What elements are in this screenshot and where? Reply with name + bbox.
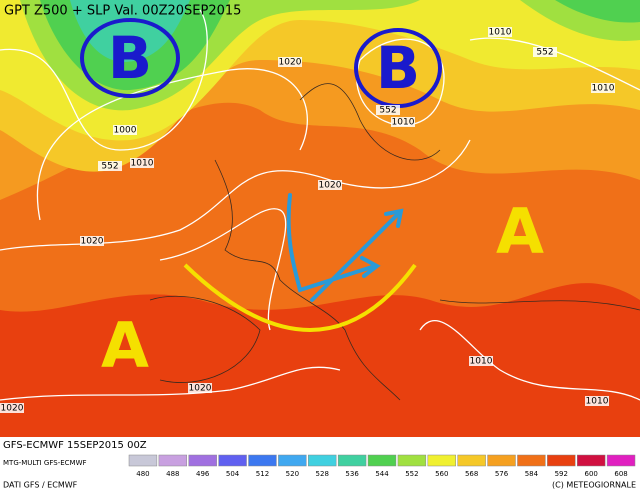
- coastlines: [149, 83, 640, 401]
- color-swatch: [128, 454, 158, 467]
- contour-label: 1010: [131, 159, 154, 169]
- contour-label: 1010: [470, 357, 493, 367]
- contour-label-box: [80, 236, 104, 246]
- color-swatch: [248, 454, 277, 467]
- color-swatch: [606, 454, 636, 467]
- flow-arrows: [286, 193, 404, 302]
- color-swatch: [337, 454, 367, 467]
- color-swatch: [397, 454, 427, 467]
- color-swatch: [188, 454, 217, 467]
- color-scale-label: 592: [555, 470, 568, 478]
- isobar: [419, 320, 640, 401]
- contour-label: 552: [101, 162, 118, 172]
- high-label: A: [101, 309, 149, 382]
- contour-label: 1020: [1, 404, 24, 414]
- coastline: [439, 299, 640, 311]
- color-swatch: [576, 454, 606, 467]
- color-scale-label: 504: [226, 470, 240, 478]
- contour-label: 1020: [319, 181, 342, 191]
- model-info: MTG-MULTI GFS-ECMWF: [3, 459, 87, 467]
- color-scale-label: 480: [136, 470, 149, 478]
- color-scale-label: 512: [256, 470, 269, 478]
- contour-label: 552: [536, 48, 553, 58]
- contour-label-box: [533, 47, 557, 57]
- isobar: [159, 208, 287, 331]
- contour-label-box: [98, 161, 122, 171]
- color-swatch: [308, 454, 337, 467]
- contour-label-box: [130, 158, 154, 168]
- color-scale-label: 544: [375, 470, 389, 478]
- contour-label: 1020: [189, 384, 212, 394]
- contour-label-box: [376, 105, 400, 115]
- map-title: GPT Z500 + SLP Val. 00Z20SEP2015: [4, 4, 241, 19]
- isobar: [356, 38, 445, 126]
- copyright: (C) METEOGIORNALE: [552, 481, 636, 490]
- color-scale-label: 600: [584, 470, 597, 478]
- color-swatch: [517, 454, 546, 467]
- run-info: GFS-ECMWF 15SEP2015 00Z: [3, 440, 147, 451]
- ridge-axis: [183, 263, 417, 332]
- coastline: [299, 83, 441, 161]
- isobars: [0, 9, 640, 401]
- color-swatch: [457, 454, 486, 467]
- color-swatch: [547, 454, 576, 467]
- contour-label: 1020: [81, 237, 104, 247]
- contour-label-box: [318, 180, 342, 190]
- contour-label-box: [188, 383, 212, 393]
- data-source: DATI GFS / ECMWF: [3, 481, 78, 490]
- color-scale-label: 520: [286, 470, 299, 478]
- contour-label: 1020: [279, 58, 302, 68]
- flow-arrow: [310, 208, 404, 302]
- color-swatch: [158, 454, 188, 467]
- low-ring: [80, 18, 180, 98]
- contour-label: 1010: [392, 118, 415, 128]
- contour-labels: 1010 552 1010 1020 1000 552 1010 552 1010 1020 102…: [0, 27, 615, 414]
- color-swatch: [367, 454, 397, 467]
- flow-arrow: [286, 193, 381, 293]
- color-scale-label: 488: [166, 470, 179, 478]
- contour-label-box: [585, 396, 609, 406]
- color-swatch: [487, 454, 516, 467]
- high-label: A: [496, 195, 544, 268]
- color-scale: 480 488 496 504 512 520 528 536 544 552 560 568 576 5…: [128, 454, 636, 478]
- isobar: [36, 68, 308, 221]
- field-teal: [70, 0, 190, 62]
- contour-label-box: [0, 403, 24, 413]
- color-scale-label: 584: [525, 470, 539, 478]
- field-green-ne: [555, 0, 640, 23]
- color-scale-label: 552: [405, 470, 418, 478]
- contour-label: 1010: [586, 397, 609, 407]
- color-scale-label: 608: [614, 470, 627, 478]
- color-scale-label: 576: [495, 470, 509, 478]
- low-label: B: [108, 24, 152, 92]
- contour-label-box: [469, 356, 493, 366]
- contour-label-box: [391, 117, 415, 127]
- contour-label: 1000: [114, 126, 137, 136]
- color-scale-label: 528: [316, 470, 329, 478]
- coastline: [149, 295, 261, 383]
- coastline: [214, 159, 401, 401]
- color-swatch: [218, 454, 247, 467]
- low-label: B: [376, 34, 420, 102]
- color-scale-label: 536: [345, 470, 359, 478]
- color-scale-label: 568: [465, 470, 478, 478]
- color-scale-label: 560: [435, 470, 448, 478]
- contour-label: 1010: [592, 84, 615, 94]
- contour-label-box: [113, 125, 137, 135]
- contour-label-box: [591, 83, 615, 93]
- contour-label: 552: [379, 106, 396, 116]
- isobar: [0, 9, 208, 151]
- color-swatch: [278, 454, 307, 467]
- contour-label-box: [278, 57, 302, 67]
- contour-label-box: [488, 27, 512, 37]
- contour-label: 1010: [489, 28, 512, 38]
- color-swatch: [427, 454, 456, 467]
- color-scale-label: 496: [196, 470, 210, 478]
